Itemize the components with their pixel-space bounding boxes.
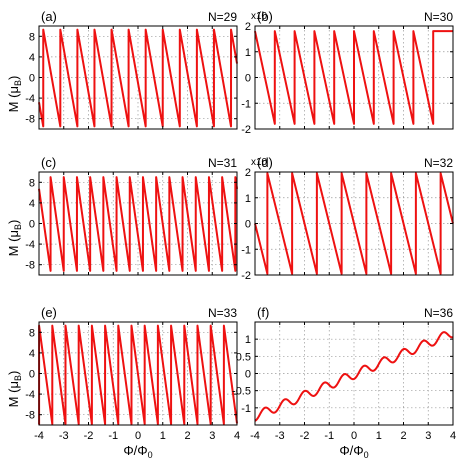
chart-panel: -2 -1 0 1 2 (d) N=32 x10 xyxy=(241,155,454,282)
x-tick-label: 0 xyxy=(351,430,357,442)
x-tick-label: -3 xyxy=(59,430,69,442)
y-tick-label: 4 xyxy=(29,198,35,210)
panel-label: (d) xyxy=(257,155,273,170)
panel-label: (f) xyxy=(257,305,269,320)
scale-multiplier: x10 xyxy=(251,157,268,168)
x-tick-label: 4 xyxy=(450,430,456,442)
y-tick-label: 8 xyxy=(29,31,35,43)
y-tick-label: 2 xyxy=(245,167,251,179)
x-tick-label: -2 xyxy=(300,430,310,442)
y-axis-title-middle: M (μB) xyxy=(6,220,23,257)
panel-label: (e) xyxy=(41,305,57,320)
chart-panel: -8 -4 0 4 8 -4 -3 -2 -1 0 1 2 3 4 (e) N=33 xyxy=(25,305,240,442)
series-line xyxy=(38,176,238,272)
x-axis-title-left: Φ/Φ0 xyxy=(123,443,152,460)
x-tick-label: 3 xyxy=(209,430,215,442)
y-tick-label: -1 xyxy=(241,98,251,110)
x-tick-label: -1 xyxy=(324,430,334,442)
y-tick-label: 0 xyxy=(245,369,251,381)
x-tick-label: -4 xyxy=(34,430,44,442)
y-axis-title-bottom: M (μB) xyxy=(6,371,23,408)
y-tick-label: 4 xyxy=(29,348,35,360)
series-line xyxy=(254,331,454,422)
y-tick-label: -0.5 xyxy=(232,386,251,398)
y-tick-label: 8 xyxy=(29,177,35,189)
y-tick-label: 1 xyxy=(245,47,251,59)
x-tick-label: -4 xyxy=(250,430,260,442)
series-line xyxy=(38,28,238,128)
x-axis-title-right: Φ/Φ0 xyxy=(339,443,368,460)
y-tick-label: -4 xyxy=(25,93,35,105)
y-tick-label: -4 xyxy=(25,389,35,401)
x-tick-label: 1 xyxy=(160,430,166,442)
y-tick-label: 1 xyxy=(245,334,251,346)
y-tick-label: -8 xyxy=(25,114,35,126)
x-tick-label: 2 xyxy=(400,430,406,442)
y-tick-label: -4 xyxy=(25,239,35,251)
n-label: N=32 xyxy=(424,156,453,170)
y-tick-label: 0 xyxy=(29,219,35,231)
y-tick-label: 0 xyxy=(245,219,251,231)
x-tick-label: 4 xyxy=(234,430,240,442)
n-label: N=31 xyxy=(208,156,237,170)
y-tick-label: -8 xyxy=(25,260,35,272)
y-tick-label: 0 xyxy=(29,369,35,381)
y-tick-label: 0 xyxy=(29,73,35,85)
y-tick-label: -2 xyxy=(241,270,251,282)
panel-label: (a) xyxy=(41,9,57,24)
series-line xyxy=(254,30,453,125)
y-tick-label: -8 xyxy=(25,410,35,422)
y-tick-label: -1 xyxy=(241,244,251,256)
panel-label: (c) xyxy=(41,155,56,170)
n-label: N=33 xyxy=(208,306,237,320)
n-label: N=36 xyxy=(424,306,453,320)
n-label: N=29 xyxy=(208,10,237,24)
y-tick-label: 8 xyxy=(29,327,35,339)
y-tick-label: 0 xyxy=(245,73,251,85)
y-tick-label: 0.5 xyxy=(236,351,251,363)
x-tick-label: 1 xyxy=(376,430,382,442)
n-label: N=30 xyxy=(424,10,453,24)
y-tick-label: 2 xyxy=(245,21,251,33)
chart-panel: -8 -4 0 4 8 (a) N=29 xyxy=(25,9,238,130)
y-tick-label: -2 xyxy=(241,124,251,136)
y-tick-label: 1 xyxy=(245,193,251,205)
x-tick-label: -3 xyxy=(275,430,285,442)
scale-multiplier: x10 xyxy=(251,11,268,22)
x-tick-label: -1 xyxy=(108,430,118,442)
x-tick-label: -2 xyxy=(84,430,94,442)
chart-panel: -1 -0.5 0 0.5 1 -4 -3 -2 -1 0 1 2 3 4 (f) N=36 xyxy=(232,305,456,442)
chart-panel: -8 -4 0 4 8 (c) N=31 xyxy=(25,155,238,276)
y-tick-label: 4 xyxy=(29,52,35,64)
y-tick-label: -1 xyxy=(241,403,251,415)
x-tick-label: 0 xyxy=(135,430,141,442)
chart-panel: -2 -1 0 1 2 (b) N=30 x10 xyxy=(241,9,454,136)
series-line xyxy=(254,172,454,275)
x-tick-label: 2 xyxy=(184,430,190,442)
panel-label: (b) xyxy=(257,9,273,24)
x-tick-label: 3 xyxy=(425,430,431,442)
series-line xyxy=(38,324,238,425)
y-axis-title-top: M (μB) xyxy=(6,76,23,113)
